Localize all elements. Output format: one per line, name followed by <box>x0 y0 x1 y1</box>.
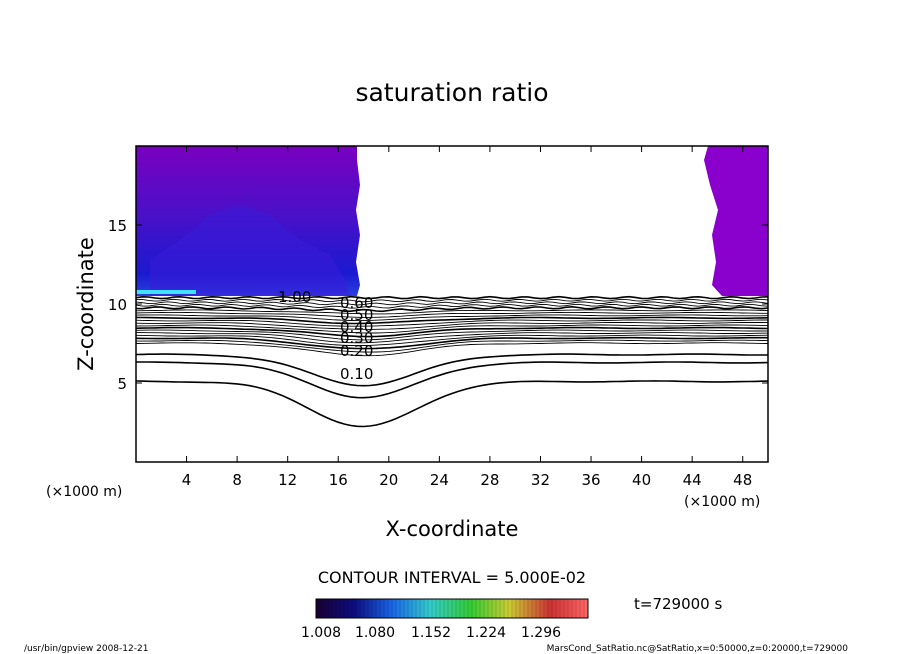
colorbar-tick-labels: 1.008 1.080 1.152 1.224 1.296 <box>301 625 561 641</box>
x-tick-label-11: 44 <box>683 471 702 489</box>
contour-line-4 <box>136 303 768 309</box>
x-tick-label-10: 40 <box>632 471 651 489</box>
colorbar-label-2: 1.080 <box>355 625 395 641</box>
contour-label-6: 0.20 <box>340 342 373 360</box>
contour-lines <box>136 295 768 428</box>
contour-line-3 <box>136 301 768 306</box>
x-unit-right: (×1000 m) <box>684 494 760 510</box>
contour-label-4: 0.40 <box>340 318 373 336</box>
contour-label-2: 0.60 <box>340 294 373 312</box>
colorbar <box>315 598 589 619</box>
contour-label-5: 0.30 <box>340 329 373 347</box>
colorbar-label-1: 1.008 <box>301 625 341 641</box>
chart-title: saturation ratio <box>355 78 548 107</box>
footer-left: /usr/bin/gpview 2008-12-21 <box>24 644 148 654</box>
contour-label-3: 0.50 <box>340 306 373 324</box>
y-tick-label-3: 15 <box>108 217 127 235</box>
colorbar-stripes <box>315 599 585 618</box>
colorbar-label-3: 1.152 <box>411 625 451 641</box>
x-tick-label-2: 8 <box>232 471 242 489</box>
contour-line-16 <box>136 334 768 347</box>
x-tick-label-12: 48 <box>733 471 752 489</box>
y-axis-label: Z-coordinate <box>74 237 98 371</box>
contour-line-9 <box>136 316 768 325</box>
x-tick-label-9: 36 <box>581 471 600 489</box>
contour-interval: CONTOUR INTERVAL = 5.000E-02 <box>318 568 586 587</box>
contour-line-6 <box>136 309 768 315</box>
contour-line-19 <box>136 342 768 357</box>
x-tick-label-7: 28 <box>480 471 499 489</box>
contour-line-11 <box>136 322 768 330</box>
y-axis-ticks: 5 10 15 <box>108 217 768 393</box>
contour-line-10 <box>136 319 768 327</box>
shaded-region-inner-left <box>150 205 350 296</box>
y-tick-label-2: 10 <box>108 296 127 314</box>
colorbar-label-5: 1.296 <box>521 625 561 641</box>
contour-line-7 <box>136 311 768 318</box>
plot-contents <box>136 146 768 428</box>
time-stamp: t=729000 s <box>634 595 722 613</box>
x-unit-left: (×1000 m) <box>46 484 122 500</box>
contour-line-17 <box>136 336 768 350</box>
x-tick-label-5: 20 <box>379 471 398 489</box>
contour-line-15 <box>136 332 768 344</box>
contour-line-22 <box>136 380 768 428</box>
contour-labels: 1.00 0.60 0.50 0.40 0.30 0.20 0.10 <box>278 288 373 383</box>
footer-right: MarsCond_SatRatio.nc@SatRatio,x=0:50000,… <box>547 644 849 654</box>
x-axis-ticks: 4 8 12 16 20 24 28 32 36 40 44 48 <box>182 146 752 489</box>
colorbar-label-4: 1.224 <box>466 625 506 641</box>
bright-band-left <box>136 290 196 294</box>
x-tick-label-1: 4 <box>182 471 192 489</box>
contour-line-2 <box>136 298 768 303</box>
contour-line-13 <box>136 326 768 338</box>
contour-line-20 <box>136 353 768 387</box>
y-tick-label-1: 5 <box>117 375 127 393</box>
x-tick-label-8: 32 <box>531 471 550 489</box>
x-tick-label-3: 12 <box>278 471 297 489</box>
contour-line-1 <box>136 295 768 300</box>
contour-line-18 <box>136 339 768 353</box>
shaded-region-right <box>704 146 768 296</box>
x-axis-label: X-coordinate <box>386 517 519 541</box>
contour-line-14 <box>136 329 768 341</box>
contour-label-1: 1.00 <box>278 288 311 306</box>
contour-line-5 <box>136 305 768 313</box>
contour-line-21 <box>136 361 768 399</box>
x-tick-label-4: 16 <box>329 471 348 489</box>
contour-line-8 <box>136 314 768 322</box>
contour-line-12 <box>136 324 768 334</box>
contour-label-7: 0.10 <box>340 365 373 383</box>
x-tick-label-6: 24 <box>430 471 449 489</box>
